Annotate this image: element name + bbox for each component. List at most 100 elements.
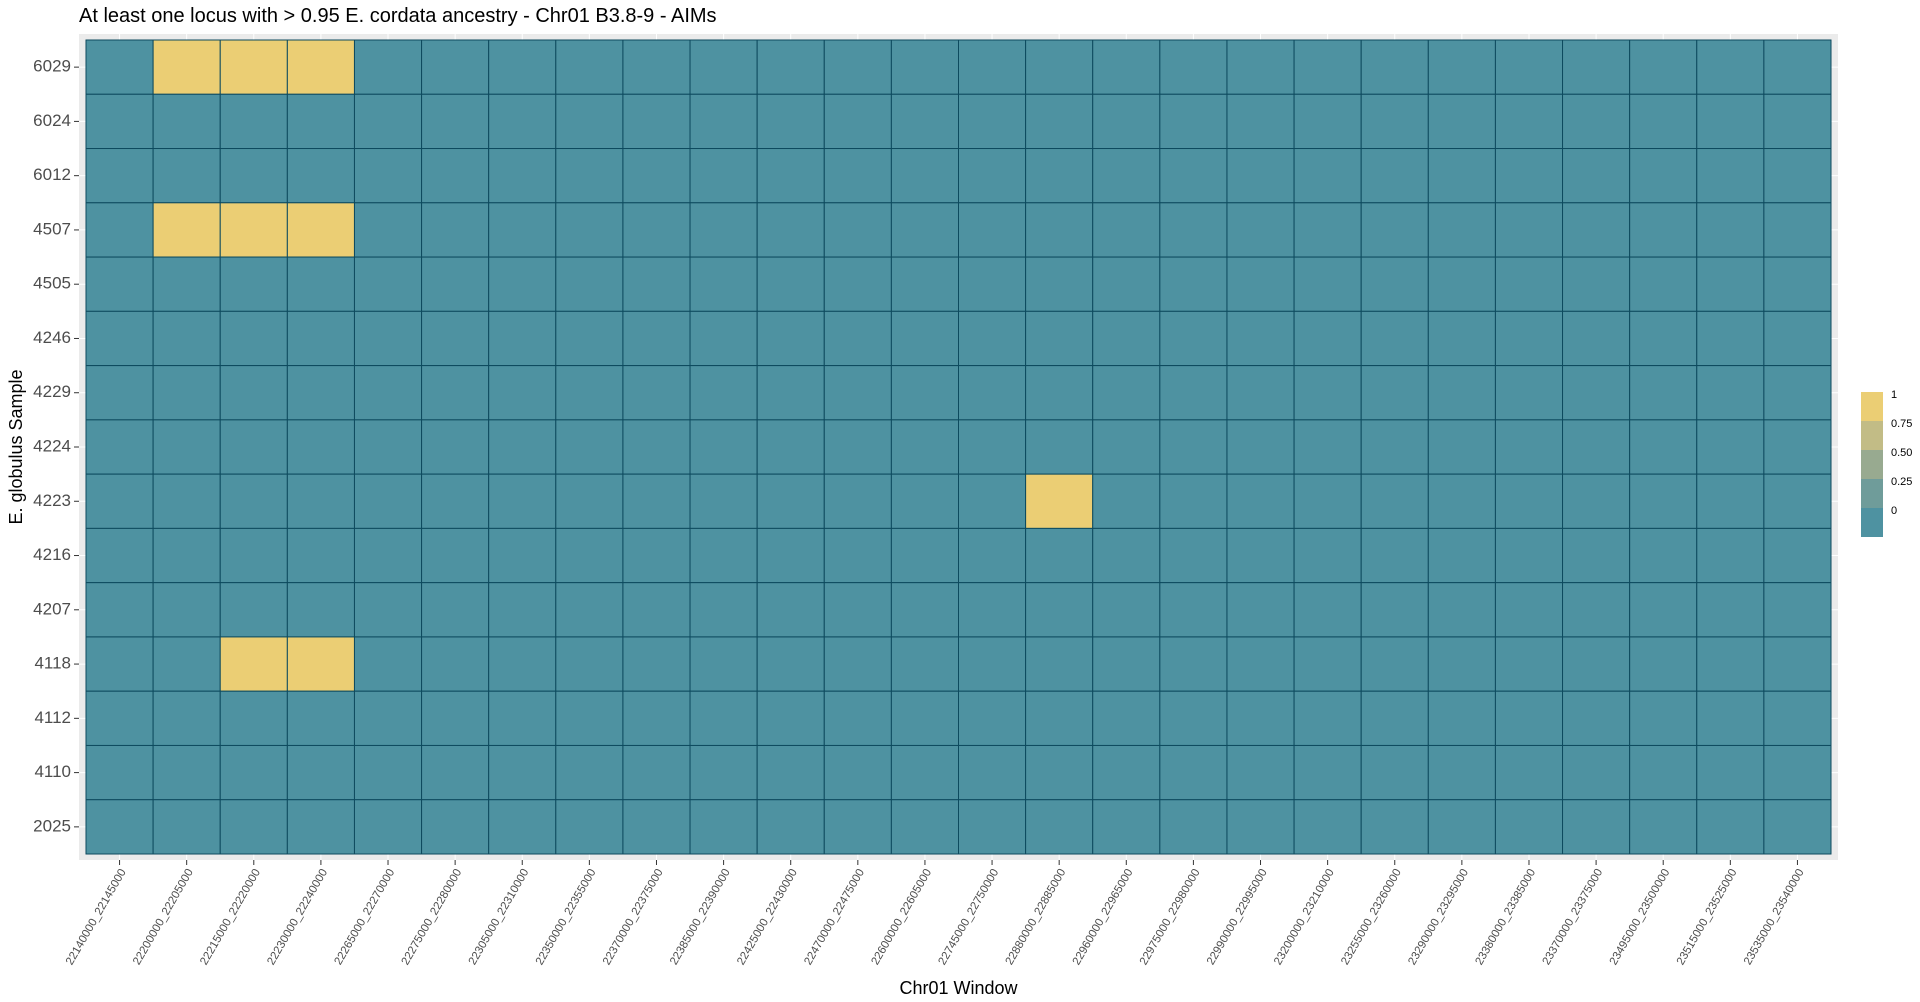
heatmap-cell (488, 799, 557, 855)
heatmap-cell (286, 799, 355, 855)
heatmap-cell (1360, 256, 1429, 312)
heatmap-cell (85, 202, 154, 258)
heatmap-cell (823, 744, 892, 801)
heatmap-cell (85, 310, 154, 367)
x-axis-ticks: 22140000_22145000 22200000_22205000 222150… (64, 860, 1807, 967)
heatmap-cell (1629, 636, 1698, 692)
x-tick-label: 23200000_23210000 (1272, 867, 1337, 967)
heatmap-cell (555, 202, 624, 258)
heatmap-cell (1763, 310, 1832, 367)
y-axis-ticks: 6029 6024 6012 4507 4505 4246 4229 4224 4223 4216… (33, 57, 79, 835)
heatmap-cell (756, 93, 825, 150)
heatmap-cell (1494, 148, 1564, 204)
heatmap-cell (1763, 582, 1832, 638)
heatmap-cell (1360, 39, 1429, 95)
heatmap-cell (488, 365, 557, 421)
heatmap-cell (1696, 582, 1765, 638)
heatmap-cell (286, 744, 355, 801)
heatmap-cell (1763, 39, 1832, 95)
heatmap-cell (1427, 419, 1496, 475)
heatmap-cell (1629, 39, 1698, 95)
heatmap-cell (1092, 636, 1161, 692)
heatmap-cell (555, 256, 624, 312)
heatmap-cell (622, 799, 691, 855)
heatmap-cell (622, 582, 691, 638)
heatmap-cell (1159, 636, 1228, 692)
heatmap-cell (1293, 365, 1362, 421)
heatmap-cell (219, 527, 288, 584)
heatmap-cell (1226, 148, 1295, 204)
heatmap-cell (1562, 582, 1631, 638)
heatmap-cell (1159, 365, 1228, 421)
heatmap-cell (219, 473, 288, 529)
heatmap-cell (1696, 799, 1765, 855)
heatmap-cell (1427, 473, 1496, 529)
heatmap-cell (1226, 527, 1295, 584)
heatmap-cell (958, 527, 1027, 584)
heatmap-cell (756, 39, 825, 95)
heatmap-cell (152, 690, 221, 746)
heatmap-cell (1763, 799, 1832, 855)
heatmap-cell (958, 744, 1027, 801)
heatmap-cell (958, 419, 1027, 475)
heatmap-cell (622, 365, 691, 421)
x-tick-label: 23515000_23525000 (1675, 867, 1740, 967)
x-tick-label: 22370000_22375000 (601, 867, 666, 967)
heatmap-cell (152, 310, 221, 367)
heatmap-cell (1159, 39, 1228, 95)
heatmap-cell (1763, 527, 1832, 584)
heatmap-cell (286, 690, 355, 746)
heatmap-cell (1494, 636, 1564, 692)
heatmap-cell (85, 148, 154, 204)
heatmap-cell (1427, 527, 1496, 584)
x-tick-label: 23255000_23260000 (1339, 867, 1404, 967)
heatmap-cell (555, 419, 624, 475)
heatmap-cell (1360, 527, 1429, 584)
heatmap-cell (890, 148, 960, 204)
heatmap-cell (1159, 148, 1228, 204)
heatmap-cell (1025, 473, 1094, 529)
x-tick-label: 22350000_22355000 (534, 867, 599, 967)
heatmap-cell (488, 690, 557, 746)
heatmap-cell (85, 527, 154, 584)
heatmap-cell (421, 473, 490, 529)
heatmap-cell (823, 93, 892, 150)
heatmap-cell (1293, 39, 1362, 95)
heatmap-cell (1025, 527, 1094, 584)
heatmap-cell (1360, 202, 1429, 258)
heatmap-cell (1629, 582, 1698, 638)
heatmap-cell (421, 39, 490, 95)
heatmap-cell (756, 202, 825, 258)
heatmap-cell (286, 256, 355, 312)
x-tick-label: 22470000_22475000 (802, 867, 867, 967)
x-tick-label: 23380000_23385000 (1473, 867, 1538, 967)
heatmap-cell (219, 256, 288, 312)
heatmap-cell (823, 690, 892, 746)
heatmap-cell (286, 202, 355, 258)
heatmap-cell (421, 527, 490, 584)
heatmap-cell (689, 527, 758, 584)
heatmap-cell (1763, 636, 1832, 692)
heatmap-cell (1025, 419, 1094, 475)
heatmap-cell (1427, 39, 1496, 95)
y-tick-label: 4246 (33, 328, 71, 347)
heatmap-cell (689, 365, 758, 421)
heatmap-cell (286, 365, 355, 421)
heatmap-cell (85, 636, 154, 692)
heatmap-cell (622, 473, 691, 529)
heatmap-cell (1159, 527, 1228, 584)
heatmap-cell (1629, 148, 1698, 204)
heatmap-cell (421, 582, 490, 638)
heatmap-cell (219, 582, 288, 638)
heatmap-cell (152, 202, 221, 258)
heatmap-cell (488, 310, 557, 367)
heatmap-cell (353, 365, 423, 421)
heatmap-cell (219, 365, 288, 421)
heatmap-cell (622, 256, 691, 312)
heatmap-cell (1293, 582, 1362, 638)
heatmap-cell (1427, 744, 1496, 801)
heatmap-cell (1226, 39, 1295, 95)
heatmap-cell (823, 527, 892, 584)
heatmap-cell (1025, 256, 1094, 312)
heatmap-cell (1696, 636, 1765, 692)
